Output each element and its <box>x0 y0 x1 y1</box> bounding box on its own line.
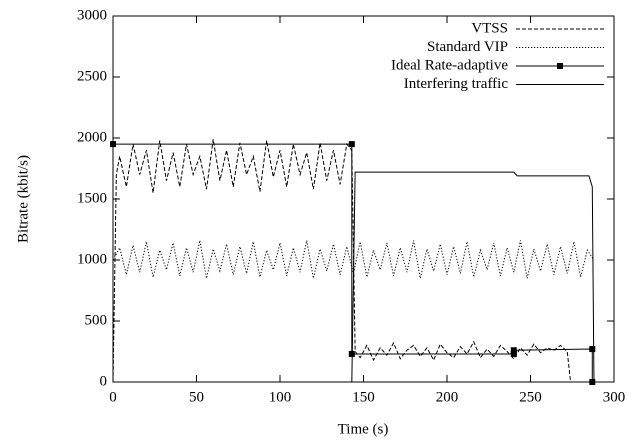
x-tick-label: 250 <box>519 389 542 405</box>
legend-label: Interfering traffic <box>404 76 509 92</box>
legend-label: Standard VIP <box>427 39 508 55</box>
y-tick-label: 500 <box>85 312 108 328</box>
x-tick-label: 300 <box>603 389 626 405</box>
series-marker <box>510 347 517 354</box>
x-axis-label: Time (s) <box>338 421 389 437</box>
legend-label: VTSS <box>471 20 508 36</box>
x-tick-label: 100 <box>269 389 292 405</box>
y-tick-label: 1000 <box>77 251 107 267</box>
y-tick-label: 3000 <box>77 7 107 23</box>
plot-frame <box>112 15 615 383</box>
x-tick-label: 50 <box>189 389 204 405</box>
y-tick-label: 2500 <box>77 68 107 84</box>
series-line <box>113 171 595 383</box>
y-tick-label: 1500 <box>77 190 107 206</box>
series-marker <box>589 379 596 385</box>
x-tick-label: 150 <box>352 389 375 405</box>
y-tick-label: 2000 <box>77 129 107 145</box>
y-tick-label: 0 <box>100 373 108 389</box>
series-marker <box>589 346 596 353</box>
series-marker <box>348 141 355 148</box>
y-axis-label: Bitrate (kbit/s) <box>15 155 31 243</box>
series-marker <box>110 141 116 148</box>
legend-marker <box>557 63 563 69</box>
legend-label: Ideal Rate-adaptive <box>391 57 508 73</box>
series-marker <box>510 350 517 357</box>
x-tick-label: 200 <box>436 389 459 405</box>
series-line <box>112 240 595 279</box>
series-line <box>112 139 572 383</box>
x-tick-label: 0 <box>109 389 117 405</box>
